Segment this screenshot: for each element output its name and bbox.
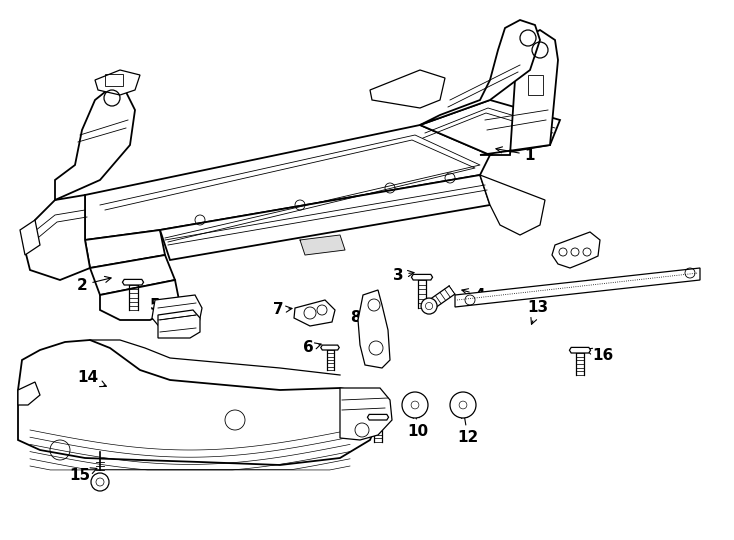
Polygon shape xyxy=(55,88,135,200)
Text: 5: 5 xyxy=(150,298,172,316)
Text: 11: 11 xyxy=(553,251,581,266)
Text: 2: 2 xyxy=(76,276,111,293)
Polygon shape xyxy=(123,279,144,285)
Polygon shape xyxy=(152,295,202,330)
Text: 16: 16 xyxy=(586,348,614,362)
Text: 4: 4 xyxy=(462,287,485,302)
Text: 13: 13 xyxy=(528,300,548,324)
Text: 14: 14 xyxy=(78,370,106,387)
Polygon shape xyxy=(455,268,700,307)
Polygon shape xyxy=(570,347,591,353)
Polygon shape xyxy=(420,20,540,125)
Polygon shape xyxy=(25,195,90,280)
Text: 3: 3 xyxy=(393,267,414,282)
Text: 8: 8 xyxy=(349,310,364,326)
Text: 12: 12 xyxy=(457,412,479,445)
Polygon shape xyxy=(85,125,490,240)
Polygon shape xyxy=(85,230,165,268)
Polygon shape xyxy=(412,274,432,280)
Polygon shape xyxy=(340,388,392,440)
Polygon shape xyxy=(321,345,339,350)
Circle shape xyxy=(91,473,109,491)
Text: 15: 15 xyxy=(70,468,97,483)
Polygon shape xyxy=(480,30,558,155)
Polygon shape xyxy=(100,280,180,320)
Polygon shape xyxy=(18,340,380,465)
Polygon shape xyxy=(90,255,175,295)
Circle shape xyxy=(450,392,476,418)
Polygon shape xyxy=(358,290,390,368)
Polygon shape xyxy=(20,220,40,255)
Polygon shape xyxy=(420,100,560,155)
Text: 6: 6 xyxy=(302,341,321,355)
Polygon shape xyxy=(370,70,445,108)
Text: 7: 7 xyxy=(273,302,292,318)
Bar xyxy=(105,74,123,86)
Text: 10: 10 xyxy=(407,412,429,440)
Polygon shape xyxy=(552,232,600,268)
Polygon shape xyxy=(480,175,545,235)
Circle shape xyxy=(421,298,437,314)
Polygon shape xyxy=(95,70,140,95)
Bar xyxy=(528,75,543,95)
Polygon shape xyxy=(160,175,490,260)
Polygon shape xyxy=(294,300,335,326)
Polygon shape xyxy=(368,414,388,420)
Text: 1: 1 xyxy=(496,147,535,163)
Circle shape xyxy=(402,392,428,418)
Polygon shape xyxy=(300,235,345,255)
Polygon shape xyxy=(18,382,40,405)
Text: 9: 9 xyxy=(348,417,369,433)
Polygon shape xyxy=(158,310,200,338)
